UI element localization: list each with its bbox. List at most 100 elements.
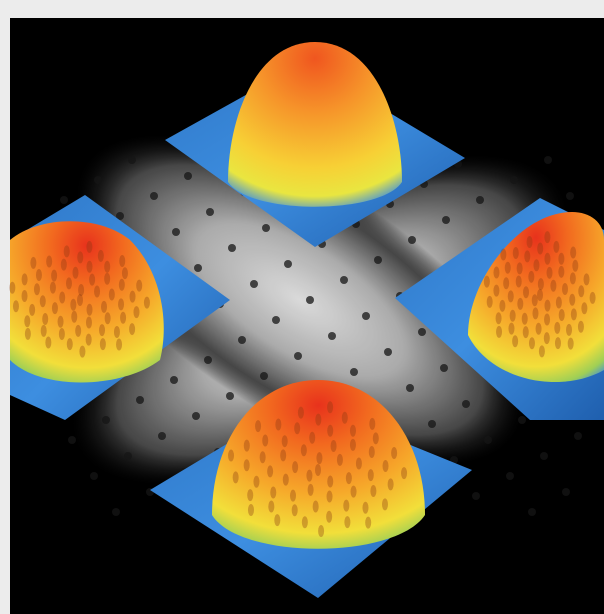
dimple [544,299,551,312]
vortex [228,244,236,252]
dimple [99,324,106,337]
left-profile [10,195,230,420]
dimple [512,247,519,260]
dimple [45,336,52,349]
dimple [58,328,65,341]
dimple [537,278,544,291]
dimple [567,337,574,350]
dimple [521,312,528,325]
vortex [476,196,484,204]
dimple [75,324,82,337]
dimple [118,298,125,311]
dimple [29,303,36,316]
dimple [344,516,351,529]
dimple [71,310,78,323]
dimple [499,299,506,312]
dimple [572,259,579,272]
vortex [260,372,268,380]
dimple [65,277,72,290]
vortex [194,264,202,272]
dimple [94,285,101,298]
vortex [408,236,416,244]
dimple [349,438,356,451]
vortex [206,208,214,216]
dimple [136,279,143,292]
dimple [562,283,569,296]
dimple [350,485,357,498]
dimple [546,266,553,279]
dimple [401,467,408,480]
dimple [483,275,490,288]
vortex [328,332,336,340]
vortex [566,192,574,200]
dimple [143,296,150,309]
dimple [535,322,542,335]
vortex [418,328,426,336]
dimple [129,290,136,303]
vortex [116,212,124,220]
dimple [39,295,46,308]
dimple [116,338,123,351]
vortex [128,156,136,164]
dimple [569,293,576,306]
dimple [330,439,337,452]
dimple [21,289,28,302]
dimple [367,469,374,482]
dimple [72,266,79,279]
dimple [247,489,254,502]
dimple [509,309,516,322]
dimple [362,501,369,514]
dimple [57,315,64,328]
dimple [66,338,73,351]
dimple [550,279,557,292]
dimple [345,472,352,485]
dimple [581,302,588,315]
dimple [312,500,319,513]
dimple [108,288,115,301]
top-profile [165,42,465,247]
dimple [558,308,565,321]
dimple [51,302,58,315]
dimple [85,333,92,346]
dimple [104,260,111,273]
dimple [86,240,93,253]
vortex [306,296,314,304]
vortex [442,216,450,224]
vortex [510,176,518,184]
vortex [94,176,102,184]
dimple [119,255,126,268]
dimple [40,324,47,337]
dimple [522,326,529,339]
dimple [86,303,93,316]
dimple [533,259,540,272]
dimple [336,453,343,466]
dimple [120,311,127,324]
dimple [60,258,67,271]
dimple [63,245,70,258]
vortex [406,384,414,392]
dimple [327,401,334,414]
dimple [370,485,377,498]
vortex [440,364,448,372]
dimple [21,273,28,286]
dimple [113,325,120,338]
dimple [253,475,260,488]
dimple [291,504,298,517]
dimple [486,295,493,308]
dimple [49,281,56,294]
dimple [512,335,519,348]
dimple [59,291,66,304]
dimple [372,432,379,445]
dimple [12,300,19,313]
dimple [104,272,111,285]
dimple [349,424,356,437]
vortex [238,336,246,344]
dimple [516,262,523,275]
dimple [566,323,573,336]
dimple [243,459,250,472]
vortex [284,260,292,268]
dimple [589,291,596,304]
dimple [544,252,551,265]
dimple [382,459,389,472]
